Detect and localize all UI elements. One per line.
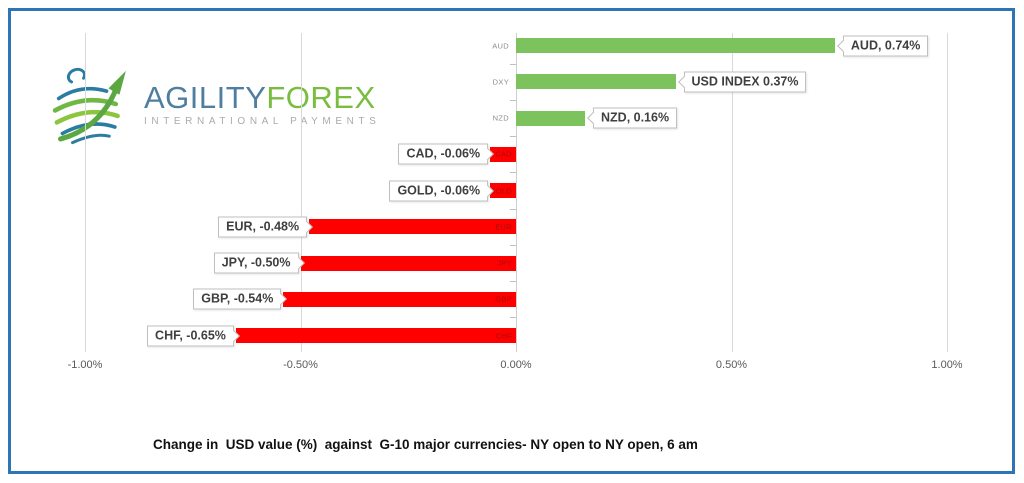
data-label-callout-DXY: USD INDEX 0.37%: [677, 71, 807, 93]
data-label-text: USD INDEX 0.37%: [691, 74, 799, 89]
chart-title: Change in USD value (%) against G-10 maj…: [153, 437, 698, 452]
category-axis-tick: [510, 281, 516, 283]
bar-GBP: [283, 291, 516, 307]
gridline: [731, 33, 733, 352]
bar-AUD: [516, 38, 835, 53]
data-label-callout-JPY: JPY, -0.50%: [213, 252, 305, 274]
data-label-callout-CHF: CHF, -0.65%: [147, 325, 240, 346]
data-label-text: AUD, 0.74%: [850, 38, 921, 52]
data-label-text: GOLD, -0.06%: [397, 183, 481, 197]
chart-outer-border: [8, 8, 1015, 474]
data-label-text: EUR, -0.48%: [226, 219, 300, 234]
category-axis-tick: [510, 317, 516, 319]
brand-name-primary: AGILITY: [144, 79, 267, 115]
category-label-CHF: CHF: [495, 331, 512, 340]
agilityforex-logo: AGILITYFOREX INTERNATIONAL PAYMENTS: [42, 58, 380, 150]
category-axis-tick: [510, 63, 516, 65]
brand-tagline: INTERNATIONAL PAYMENTS: [144, 115, 381, 127]
category-label-JPY: JPY: [497, 258, 512, 268]
bar-CHF: [235, 328, 516, 343]
data-label-callout-EUR: EUR, -0.48%: [218, 216, 313, 238]
x-axis-tick-label: 0.50%: [715, 359, 748, 371]
data-label-text: NZD, 0.16%: [601, 110, 670, 125]
bar-CAD: [490, 146, 516, 162]
x-axis-tick-label: 1.00%: [931, 359, 963, 371]
bar-GOLD: [490, 183, 516, 198]
data-label-callout-GBP: GBP, -0.54%: [193, 288, 288, 310]
category-label-AUD: AUD: [492, 41, 509, 50]
data-label-callout-GOLD: GOLD, -0.06%: [389, 180, 494, 201]
bar-EUR: [309, 219, 516, 235]
gridline: [300, 33, 302, 352]
callout-pointer: [587, 111, 600, 125]
globe-arrow-icon: [52, 67, 126, 145]
logo-text: AGILITYFOREX INTERNATIONAL PAYMENTS: [144, 79, 381, 127]
data-label-callout-CAD: CAD, -0.06%: [398, 143, 494, 165]
x-axis-tick-label: 0.00%: [500, 359, 532, 371]
category-label-GBP: GBP: [495, 294, 512, 304]
category-axis-tick: [510, 136, 516, 138]
category-axis-tick: [510, 99, 516, 101]
brand-name-secondary: FOREX: [266, 79, 376, 115]
data-label-callout-NZD: NZD, 0.16%: [587, 107, 678, 129]
bar-JPY: [300, 255, 516, 271]
bar-DXY: [516, 74, 676, 90]
gridline: [947, 33, 948, 352]
category-axis-tick: [510, 172, 516, 174]
callout-pointer: [837, 39, 850, 52]
data-label-text: CHF, -0.65%: [155, 328, 226, 342]
category-label-DXY: DXY: [492, 77, 509, 87]
category-label-CAD: CAD: [495, 149, 512, 159]
category-axis-tick: [510, 208, 516, 210]
data-label-text: GBP, -0.54%: [201, 291, 274, 306]
category-label-EUR: EUR: [495, 222, 512, 232]
data-label-text: JPY, -0.50%: [221, 255, 291, 270]
category-label-GOLD: GOLD: [489, 186, 512, 195]
x-axis-tick-label: -1.00%: [67, 359, 103, 371]
data-label-text: CAD, -0.06%: [406, 146, 481, 161]
callout-pointer: [677, 75, 691, 89]
value-axis-line: [516, 33, 517, 352]
data-label-callout-AUD: AUD, 0.74%: [837, 35, 929, 56]
x-axis-tick-label: -0.50%: [283, 359, 318, 371]
gridline: [85, 33, 86, 352]
bar-NZD: [516, 110, 585, 126]
category-label-NZD: NZD: [492, 113, 509, 123]
category-axis-tick: [510, 244, 516, 246]
